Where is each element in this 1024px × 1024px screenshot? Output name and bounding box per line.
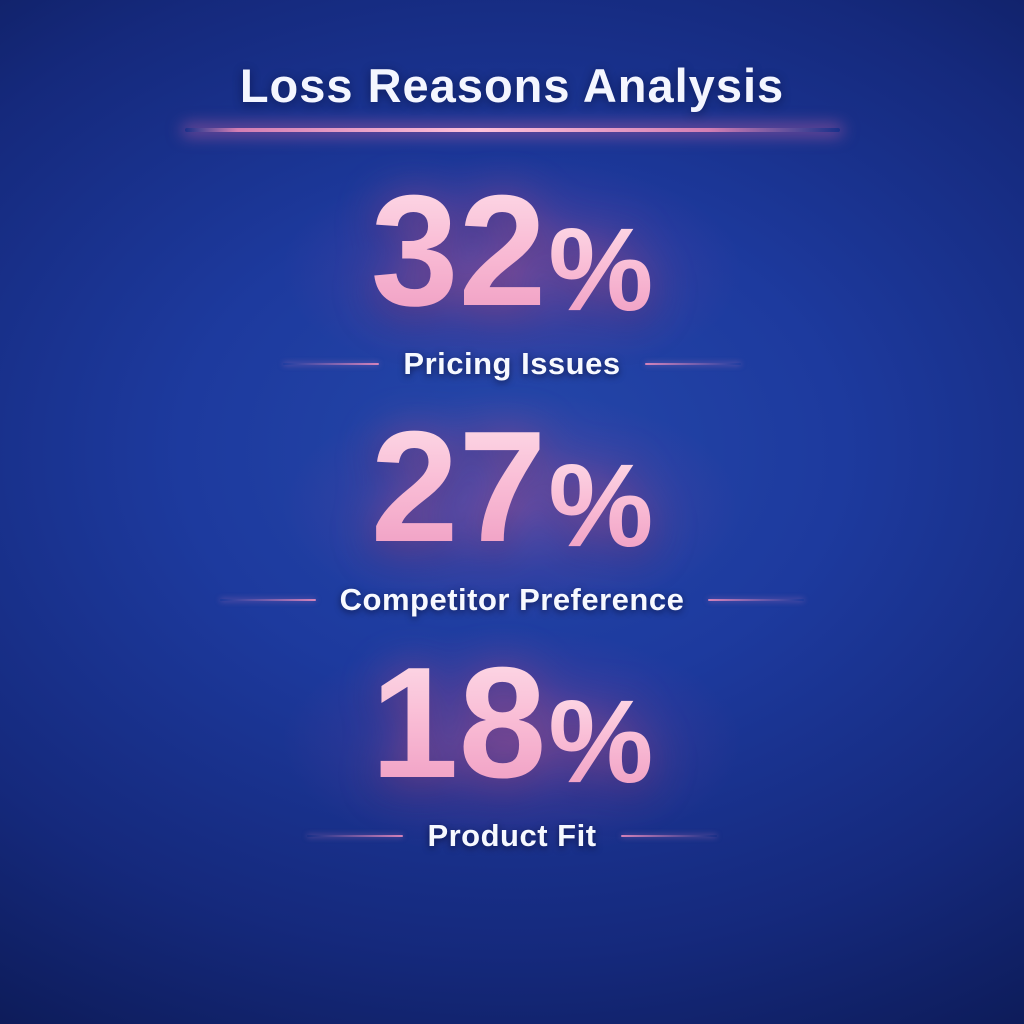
label-divider-left bbox=[219, 598, 316, 601]
stat-label: Competitor Preference bbox=[339, 581, 685, 617]
stat-value: 32% bbox=[370, 162, 654, 339]
header: Loss Reasons Analysis bbox=[184, 59, 840, 132]
label-divider-left bbox=[307, 834, 404, 837]
stat-item-pricing-issues: 32% Pricing Issues bbox=[283, 162, 741, 382]
label-divider-right bbox=[708, 598, 805, 601]
label-divider-right bbox=[620, 834, 717, 837]
stat-label: Pricing Issues bbox=[403, 345, 621, 381]
stat-value: 27% bbox=[370, 398, 654, 575]
title-underline-decoration bbox=[184, 127, 840, 132]
stat-item-product-fit: 18% Product Fit bbox=[307, 634, 717, 854]
label-divider-left bbox=[283, 362, 380, 365]
stat-label: Product Fit bbox=[427, 817, 597, 853]
stat-number: 27 bbox=[370, 398, 547, 575]
stat-label-row: Competitor Preference bbox=[219, 581, 805, 618]
percent-sign: % bbox=[548, 203, 654, 336]
percent-sign: % bbox=[548, 439, 654, 572]
stat-label-row: Product Fit bbox=[307, 817, 717, 854]
stat-item-competitor-preference: 27% Competitor Preference bbox=[219, 398, 805, 618]
stat-list: 32% Pricing Issues 27% Competitor Prefer… bbox=[219, 162, 805, 884]
label-divider-right bbox=[644, 362, 741, 365]
stat-number: 32 bbox=[370, 162, 547, 339]
stat-value: 18% bbox=[370, 634, 654, 811]
stat-number: 18 bbox=[370, 634, 547, 811]
page-title: Loss Reasons Analysis bbox=[239, 59, 785, 112]
percent-sign: % bbox=[548, 675, 654, 808]
stat-label-row: Pricing Issues bbox=[283, 345, 741, 382]
